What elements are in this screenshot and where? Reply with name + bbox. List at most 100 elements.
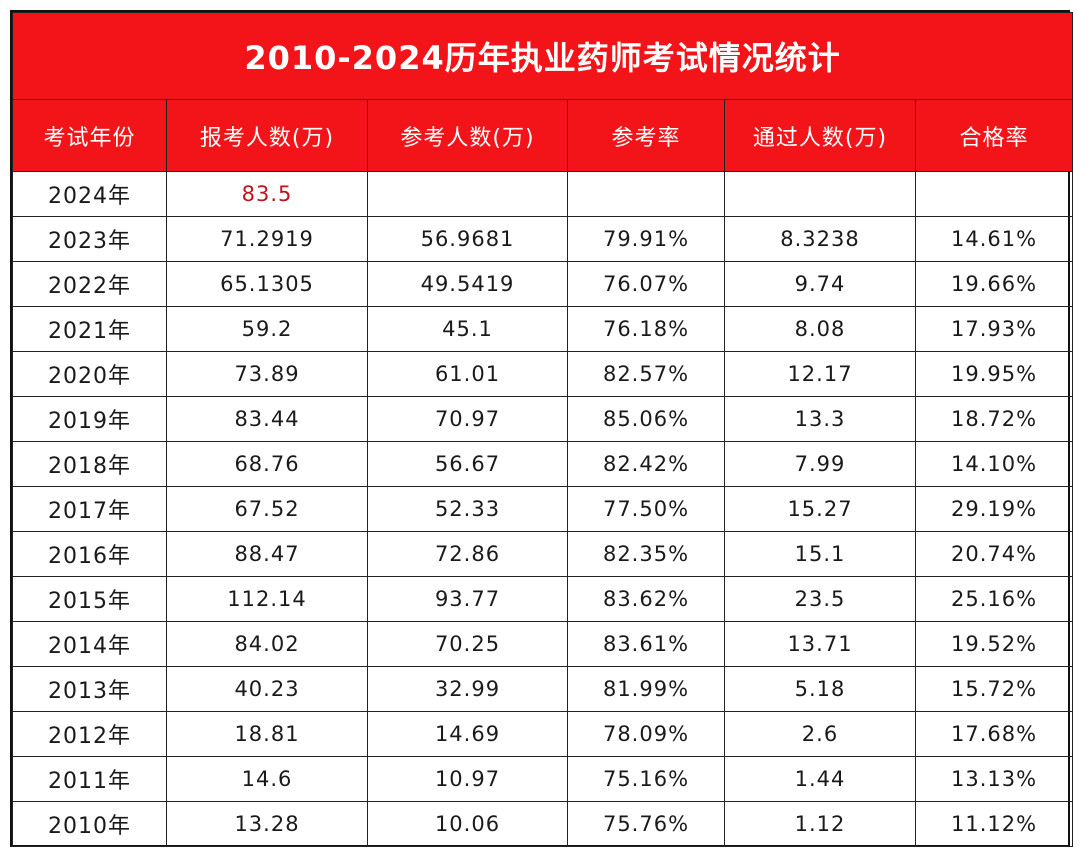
header-row: 考试年份 报考人数(万) 参考人数(万) 参考率 通过人数(万) 合格率: [12, 99, 1074, 172]
passed-cell: 8.08: [724, 306, 916, 352]
passed-cell: 23.5: [724, 576, 916, 622]
applicants-cell: 14.6: [166, 756, 368, 802]
year-cell: 2020年: [12, 351, 167, 397]
participants-cell: 56.9681: [367, 216, 568, 262]
pass-rate-cell: 25.16%: [914, 576, 1074, 622]
pass-rate-cell: [914, 171, 1074, 217]
table-title: 2010-2024历年执业药师考试情况统计: [11, 12, 1074, 100]
year-cell: 2022年: [12, 261, 167, 307]
participation-rate-cell: 79.91%: [567, 216, 725, 262]
pass-rate-cell: 19.95%: [914, 351, 1074, 397]
table-row: 2011年 14.6 10.97 75.16% 1.44 13.13%: [12, 756, 1074, 802]
applicants-cell: 59.2: [166, 306, 368, 352]
pass-rate-cell: 15.72%: [914, 666, 1074, 712]
participation-rate-cell: 78.09%: [567, 711, 725, 757]
year-cell: 2011年: [12, 756, 167, 802]
pass-rate-cell: 29.19%: [914, 486, 1074, 532]
table-row: 2023年 71.2919 56.9681 79.91% 8.3238 14.61%: [12, 216, 1074, 262]
passed-cell: 13.71: [724, 621, 916, 667]
applicants-cell: 83.5: [166, 171, 368, 217]
year-cell: 2013年: [12, 666, 167, 712]
passed-cell: 12.17: [724, 351, 916, 397]
participants-cell: 32.99: [367, 666, 568, 712]
column-header-passed: 通过人数(万): [724, 99, 916, 172]
column-header-year: 考试年份: [12, 99, 167, 172]
passed-cell: [724, 171, 916, 217]
table-row: 2020年 73.89 61.01 82.57% 12.17 19.95%: [12, 351, 1074, 397]
year-cell: 2017年: [12, 486, 167, 532]
participants-cell: 61.01: [367, 351, 568, 397]
pass-rate-cell: 14.61%: [914, 216, 1074, 262]
passed-cell: 9.74: [724, 261, 916, 307]
passed-cell: 7.99: [724, 441, 916, 487]
table-body: 2024年 83.5 2023年 71.2919 56.9681 79.91% 8.3238…: [12, 171, 1074, 847]
table-row: 2024年 83.5: [12, 171, 1074, 217]
participants-cell: 70.97: [367, 396, 568, 442]
pass-rate-cell: 14.10%: [914, 441, 1074, 487]
exam-statistics-sheet: 2010-2024历年执业药师考试情况统计 考试年份 报考人数(万) 参考人数(…: [10, 10, 1074, 847]
table-row: 2019年 83.44 70.97 85.06% 13.3 18.72%: [12, 396, 1074, 442]
participation-rate-cell: 77.50%: [567, 486, 725, 532]
pass-rate-cell: 19.66%: [914, 261, 1074, 307]
participation-rate-cell: 76.18%: [567, 306, 725, 352]
participants-cell: 10.97: [367, 756, 568, 802]
applicants-cell: 84.02: [166, 621, 368, 667]
table-row: 2018年 68.76 56.67 82.42% 7.99 14.10%: [12, 441, 1074, 487]
passed-cell: 15.27: [724, 486, 916, 532]
passed-cell: 15.1: [724, 531, 916, 577]
participation-rate-cell: 76.07%: [567, 261, 725, 307]
passed-cell: 1.44: [724, 756, 916, 802]
table-row: 2016年 88.47 72.86 82.35% 15.1 20.74%: [12, 531, 1074, 577]
applicants-cell: 67.52: [166, 486, 368, 532]
participation-rate-cell: [567, 171, 725, 217]
year-cell: 2018年: [12, 441, 167, 487]
participants-cell: 72.86: [367, 531, 568, 577]
pass-rate-cell: 17.93%: [914, 306, 1074, 352]
year-cell: 2021年: [12, 306, 167, 352]
participants-cell: 93.77: [367, 576, 568, 622]
participants-cell: 45.1: [367, 306, 568, 352]
pass-rate-cell: 17.68%: [914, 711, 1074, 757]
year-cell: 2019年: [12, 396, 167, 442]
pass-rate-cell: 13.13%: [914, 756, 1074, 802]
applicants-cell: 68.76: [166, 441, 368, 487]
applicants-cell: 73.89: [166, 351, 368, 397]
column-header-applicants: 报考人数(万): [166, 99, 368, 172]
year-cell: 2016年: [12, 531, 167, 577]
participation-rate-cell: 82.57%: [567, 351, 725, 397]
participation-rate-cell: 85.06%: [567, 396, 725, 442]
participation-rate-cell: 75.16%: [567, 756, 725, 802]
table-row: 2012年 18.81 14.69 78.09% 2.6 17.68%: [12, 711, 1074, 757]
column-header-participants: 参考人数(万): [367, 99, 568, 172]
applicants-cell: 112.14: [166, 576, 368, 622]
participants-cell: 70.25: [367, 621, 568, 667]
passed-cell: 5.18: [724, 666, 916, 712]
year-cell: 2015年: [12, 576, 167, 622]
table-row: 2013年 40.23 32.99 81.99% 5.18 15.72%: [12, 666, 1074, 712]
passed-cell: 8.3238: [724, 216, 916, 262]
pass-rate-cell: 20.74%: [914, 531, 1074, 577]
participants-cell: 56.67: [367, 441, 568, 487]
year-cell: 2024年: [12, 171, 167, 217]
participants-cell: [367, 171, 568, 217]
year-cell: 2014年: [12, 621, 167, 667]
passed-cell: 2.6: [724, 711, 916, 757]
passed-cell: 1.12: [724, 801, 916, 847]
applicants-cell: 88.47: [166, 531, 368, 577]
participation-rate-cell: 75.76%: [567, 801, 725, 847]
applicants-cell: 13.28: [166, 801, 368, 847]
exam-statistics-table: 2010-2024历年执业药师考试情况统计 考试年份 报考人数(万) 参考人数(…: [11, 12, 1074, 847]
applicants-cell: 71.2919: [166, 216, 368, 262]
applicants-cell: 83.44: [166, 396, 368, 442]
title-row: 2010-2024历年执业药师考试情况统计: [11, 12, 1074, 100]
pass-rate-cell: 18.72%: [914, 396, 1074, 442]
column-header-participation-rate: 参考率: [567, 99, 725, 172]
passed-cell: 13.3: [724, 396, 916, 442]
participation-rate-cell: 83.61%: [567, 621, 725, 667]
participation-rate-cell: 81.99%: [567, 666, 725, 712]
participation-rate-cell: 82.42%: [567, 441, 725, 487]
participants-cell: 14.69: [367, 711, 568, 757]
pass-rate-cell: 19.52%: [914, 621, 1074, 667]
pass-rate-cell: 11.12%: [914, 801, 1074, 847]
table-row: 2021年 59.2 45.1 76.18% 8.08 17.93%: [12, 306, 1074, 352]
